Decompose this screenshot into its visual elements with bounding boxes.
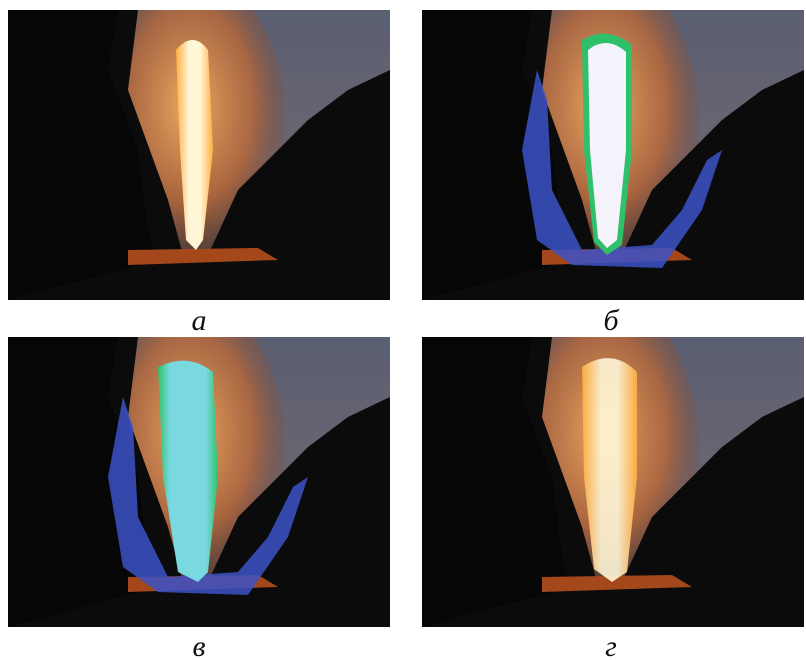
panel-label: б bbox=[603, 304, 619, 337]
panel-label: в bbox=[192, 630, 205, 660]
panel-label: г bbox=[605, 630, 617, 660]
photo-b bbox=[422, 0, 804, 300]
figure: а б в г bbox=[0, 0, 806, 660]
photo-a bbox=[8, 0, 390, 300]
photo-d bbox=[422, 297, 804, 627]
panel-label: а bbox=[192, 304, 207, 337]
page: а б в г (() => { const data = JSON.parse… bbox=[0, 0, 806, 660]
photo-c bbox=[8, 297, 390, 627]
